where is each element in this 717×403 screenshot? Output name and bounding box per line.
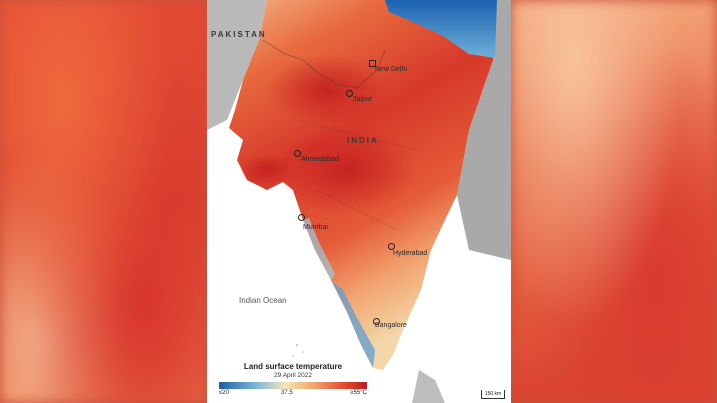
hotspot-central	[277, 125, 417, 215]
legend-color-bar	[219, 382, 367, 389]
legend-date: 29 April 2022	[274, 372, 312, 379]
city-label-new-delhi: New Delhi	[375, 66, 407, 73]
legend: Land surface temperature 29 April 2022 ≤…	[219, 362, 367, 400]
island	[292, 355, 294, 357]
city-label-bangalore: Bangalore	[375, 322, 407, 329]
city-marker-hyderabad	[388, 243, 395, 250]
city-marker-bangalore	[373, 318, 380, 325]
legend-ticks: ≤20 37.5 ≥55°C	[219, 390, 367, 400]
city-marker-ahmedabad	[294, 150, 301, 157]
scale-bar: 150 km	[481, 390, 505, 399]
legend-tick-mid: 37.5	[281, 390, 293, 396]
state-border-2	[316, 189, 398, 231]
city-marker-mumbai	[298, 214, 305, 221]
city-label-ahmedabad: Ahmedabad	[301, 156, 339, 163]
western-ghats-cool	[331, 280, 375, 368]
terrain-south	[412, 370, 445, 403]
capital-marker-new-delhi	[369, 60, 376, 67]
legend-tick-min: ≤20	[219, 390, 229, 396]
background-blur-right	[511, 0, 717, 403]
city-marker-jaipur	[346, 90, 353, 97]
island	[296, 344, 298, 346]
terrain-northeast	[457, 0, 511, 260]
legend-tick-max: ≥55°C	[350, 390, 367, 396]
ocean-label: Indian Ocean	[239, 296, 287, 305]
country-label-india: INDIA	[347, 136, 379, 145]
hotspot-gujarat	[239, 154, 295, 186]
terrain-northwest	[207, 0, 267, 130]
country-border	[262, 39, 386, 89]
country-label-pakistan: PAKISTAN	[211, 30, 267, 39]
temperature-map[interactable]: PAKISTAN INDIA Indian Ocean New Delhi Ja…	[207, 0, 511, 403]
legend-title: Land surface temperature	[243, 362, 343, 371]
state-border	[296, 119, 418, 151]
coastal-cool-west	[303, 218, 335, 280]
map-canvas	[207, 0, 511, 403]
hotspot-north	[267, 55, 387, 125]
background-blur-left	[0, 0, 207, 403]
city-label-mumbai: Mumbai	[303, 224, 328, 231]
city-label-hyderabad: Hyderabad	[393, 250, 428, 257]
himalaya-cool-band	[385, 0, 497, 58]
city-label-jaipur: Jaipur	[353, 96, 373, 103]
island	[302, 351, 304, 353]
